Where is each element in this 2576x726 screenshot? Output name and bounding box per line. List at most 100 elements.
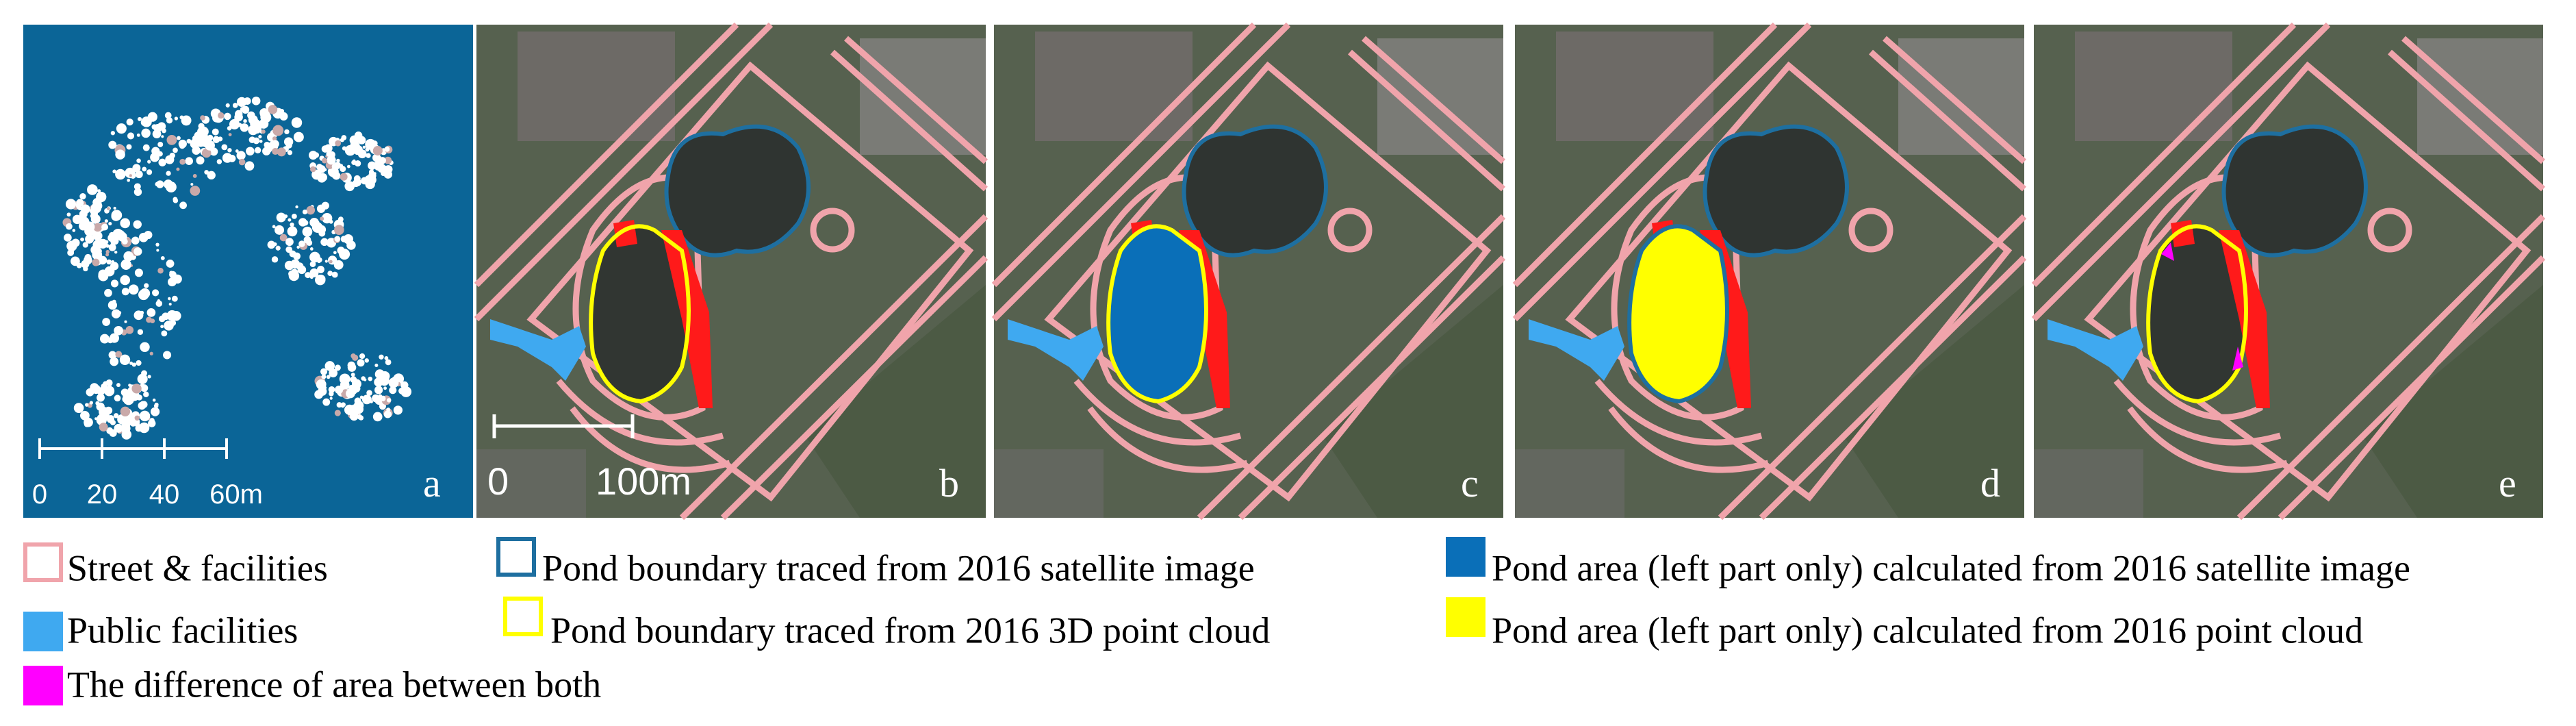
cloud-point bbox=[144, 283, 149, 288]
cloud-point bbox=[340, 166, 346, 173]
cloud-point bbox=[65, 199, 77, 210]
cloud-point bbox=[164, 321, 174, 331]
cloud-point bbox=[253, 137, 260, 145]
cloud-point bbox=[173, 147, 178, 153]
cloud-point bbox=[287, 226, 298, 237]
cloud-point bbox=[160, 256, 165, 260]
cloud-point bbox=[111, 210, 123, 221]
cloud-point bbox=[145, 292, 150, 296]
cloud-point bbox=[329, 397, 333, 400]
legend-label: Pond boundary traced from 2016 satellite… bbox=[542, 547, 1255, 588]
cloud-point bbox=[317, 266, 324, 273]
cloud-point bbox=[147, 375, 151, 379]
cloud-point bbox=[326, 375, 331, 379]
cloud-point bbox=[106, 259, 112, 265]
cloud-point bbox=[333, 251, 337, 255]
cloud-point bbox=[310, 166, 316, 173]
cloud-point bbox=[85, 403, 89, 407]
cloud-point bbox=[79, 192, 86, 200]
cloud-point bbox=[136, 360, 142, 366]
cloud-point bbox=[158, 158, 166, 166]
cloud-point bbox=[121, 288, 129, 296]
cloud-point bbox=[238, 158, 246, 166]
cloud-point bbox=[221, 144, 228, 151]
cloud-point bbox=[111, 237, 119, 245]
cloud-point bbox=[309, 251, 320, 263]
cloud-point bbox=[277, 147, 286, 157]
cloud-point bbox=[355, 160, 361, 167]
cloud-point bbox=[340, 173, 348, 181]
cloud-point bbox=[279, 231, 283, 234]
cloud-point bbox=[101, 193, 107, 199]
cloud-point bbox=[302, 226, 313, 237]
cloud-point bbox=[366, 153, 371, 158]
cloud-point bbox=[290, 268, 298, 277]
cloud-point bbox=[111, 309, 121, 318]
cloud-point bbox=[140, 288, 151, 299]
cloud-point bbox=[326, 151, 332, 158]
cloud-point bbox=[125, 326, 134, 334]
cloud-point bbox=[368, 376, 373, 381]
cloud-point bbox=[126, 144, 132, 150]
cloud-point bbox=[299, 242, 303, 246]
cloud-point bbox=[400, 386, 412, 397]
cloud-point bbox=[377, 164, 387, 173]
cloud-point bbox=[213, 112, 217, 117]
cloud-point bbox=[337, 247, 345, 255]
cloud-point bbox=[359, 353, 366, 360]
panel-label: c bbox=[1461, 461, 1479, 505]
cloud-point bbox=[271, 140, 279, 148]
cloud-point bbox=[309, 268, 319, 277]
cloud-point bbox=[267, 240, 276, 249]
cloud-point bbox=[136, 158, 141, 163]
cloud-point bbox=[198, 123, 205, 129]
cloud-point bbox=[135, 171, 143, 179]
cloud-point bbox=[164, 112, 172, 119]
cloud-point bbox=[366, 390, 372, 396]
cloud-point bbox=[288, 218, 292, 222]
cloud-point bbox=[333, 273, 338, 277]
cloud-point bbox=[108, 243, 116, 251]
cloud-point bbox=[205, 140, 215, 151]
cloud-point bbox=[112, 299, 116, 304]
cloud-point bbox=[374, 377, 383, 387]
cloud-point bbox=[293, 252, 301, 260]
cloud-point bbox=[173, 274, 182, 284]
scale-bar-a bbox=[38, 438, 228, 459]
cloud-point bbox=[140, 342, 150, 352]
cloud-point bbox=[222, 153, 233, 163]
cloud-point bbox=[393, 405, 403, 415]
cloud-point bbox=[108, 140, 117, 149]
cloud-point bbox=[174, 116, 179, 121]
cloud-point bbox=[73, 403, 84, 413]
cloud-point bbox=[133, 183, 141, 190]
cloud-point bbox=[128, 391, 138, 401]
cloud-point bbox=[176, 167, 180, 171]
cloud-point bbox=[218, 112, 225, 119]
scale-label: 40 bbox=[149, 479, 180, 510]
cloud-point bbox=[67, 249, 75, 256]
cloud-point bbox=[309, 275, 314, 279]
scale-label: 0 bbox=[487, 460, 509, 503]
panel-label: a bbox=[423, 461, 441, 505]
cloud-point bbox=[163, 179, 173, 189]
cloud-point bbox=[379, 403, 387, 410]
cloud-point bbox=[150, 407, 160, 416]
cloud-point bbox=[354, 397, 361, 405]
cloud-point bbox=[384, 165, 393, 174]
cloud-point bbox=[285, 238, 294, 247]
cloud-point bbox=[236, 151, 246, 160]
cloud-point bbox=[112, 169, 117, 174]
cloud-point bbox=[139, 410, 151, 422]
cloud-point bbox=[251, 97, 261, 105]
cloud-point bbox=[372, 146, 383, 156]
cloud-point bbox=[334, 225, 344, 236]
cloud-point bbox=[126, 394, 129, 397]
cloud-point bbox=[334, 385, 344, 395]
cloud-point bbox=[166, 259, 175, 268]
cloud-point bbox=[105, 249, 110, 254]
cloud-point bbox=[322, 398, 331, 406]
cloud-point bbox=[190, 186, 201, 196]
cloud-point bbox=[374, 369, 385, 379]
cloud-point bbox=[104, 288, 112, 297]
